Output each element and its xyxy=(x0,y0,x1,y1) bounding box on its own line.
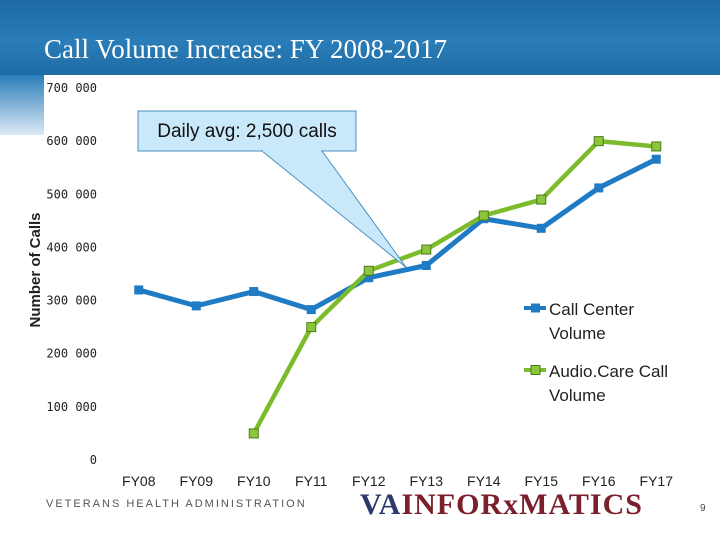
y-tick-label: 0 xyxy=(90,453,97,467)
x-tick-label: FY16 xyxy=(582,473,616,489)
data-point-2 xyxy=(248,428,259,439)
data-point-2 xyxy=(478,210,489,221)
y-axis: 0 100 000 200 000 300 000 400 000 500 000 600 … xyxy=(46,81,97,467)
legend-background xyxy=(522,290,684,410)
x-tick-label: FY08 xyxy=(122,473,156,489)
series-line-2 xyxy=(251,138,657,435)
footer-text: VETERANS HEALTH ADMINISTRATION xyxy=(46,498,307,510)
y-tick-label: 200 000 xyxy=(46,347,97,361)
y-tick-label: 500 000 xyxy=(46,187,97,201)
series-group xyxy=(134,136,662,439)
legend-label: Volume xyxy=(549,324,606,343)
y-tick-label: 100 000 xyxy=(46,400,97,414)
page-number: 9 xyxy=(700,503,706,514)
series-line-1 xyxy=(138,156,658,313)
x-tick-label: FY17 xyxy=(640,473,674,489)
y-tick-label: 600 000 xyxy=(46,134,97,148)
legend-label: Audio.Care Call xyxy=(549,362,668,381)
x-tick-label: FY10 xyxy=(237,473,271,489)
legend-swatch-marker xyxy=(531,303,540,313)
x-tick-label: FY12 xyxy=(352,473,386,489)
title-banner xyxy=(0,0,720,75)
y-tick-label: 400 000 xyxy=(46,240,97,254)
data-point-1 xyxy=(651,154,661,164)
data-point-2 xyxy=(363,265,374,276)
y-axis-label: Number of Calls xyxy=(27,212,44,327)
legend: Call Center Volume Audio.Care Call Volume xyxy=(522,290,684,410)
callout-text: Daily avg: 2,500 calls xyxy=(157,121,337,142)
va-informatics-logo: VAINFORxMATICS xyxy=(360,488,643,521)
x-tick-label: FY13 xyxy=(410,473,444,489)
x-tick-label: FY09 xyxy=(180,473,214,489)
legend-label: Call Center xyxy=(549,300,634,319)
data-point-1 xyxy=(249,287,259,297)
data-point-1 xyxy=(191,301,201,311)
data-point-2 xyxy=(306,322,317,333)
data-point-1 xyxy=(536,223,546,233)
data-point-1 xyxy=(421,260,431,270)
callout: Daily avg: 2,500 calls xyxy=(137,110,407,268)
legend-label: Volume xyxy=(549,386,606,405)
data-point-2 xyxy=(421,244,432,255)
banner-side-fade xyxy=(0,75,44,135)
callout-box xyxy=(137,110,357,152)
data-point-1 xyxy=(134,285,144,295)
data-point-2 xyxy=(651,141,662,152)
data-point-1 xyxy=(306,305,316,315)
x-tick-label: FY14 xyxy=(467,473,501,489)
data-point-2 xyxy=(536,194,547,205)
data-point-2 xyxy=(593,136,604,147)
legend-swatch-marker xyxy=(530,365,541,375)
data-point-1 xyxy=(594,183,604,193)
slide-title: Call Volume Increase: FY 2008-2017 xyxy=(44,34,447,64)
x-axis: FY08 FY09 FY10 FY11 FY12 FY13 FY14 FY15 FY16 FY17 xyxy=(122,473,673,489)
data-point-1 xyxy=(364,273,374,283)
y-tick-label: 700 000 xyxy=(46,81,97,95)
y-tick-label: 300 000 xyxy=(46,294,97,308)
x-tick-label: FY15 xyxy=(525,473,559,489)
x-tick-label: FY11 xyxy=(295,473,328,489)
